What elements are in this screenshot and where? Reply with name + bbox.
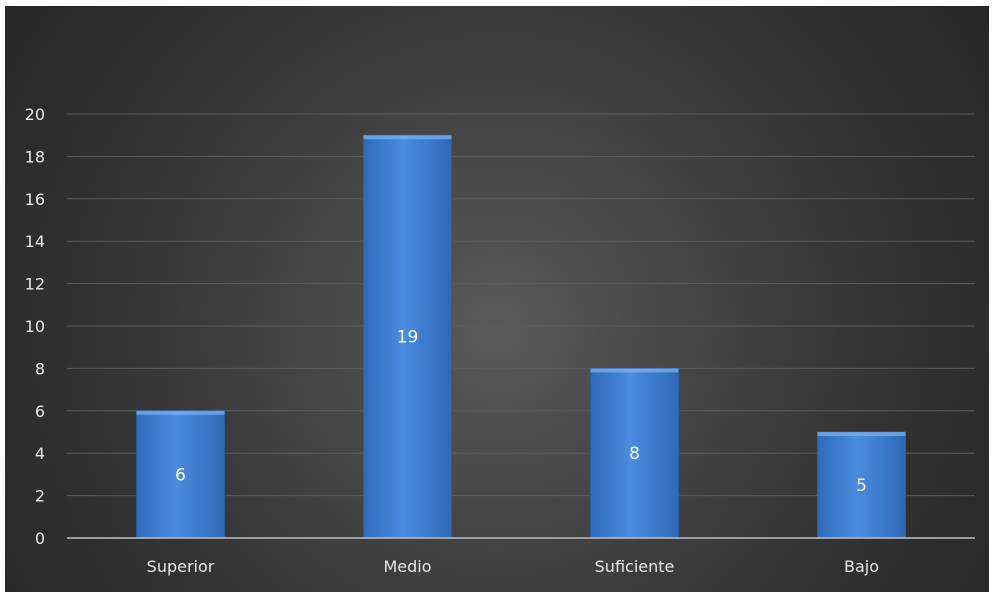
bar-highlight — [136, 410, 225, 415]
data-label: 5 — [856, 476, 867, 496]
data-label: 6 — [175, 465, 186, 485]
data-label: 19 — [397, 328, 419, 348]
chart-area: 0 2 4 6 8 10 12 14 16 18 20 6 19 8 5 Superior Medio Suf… — [5, 6, 989, 592]
x-tick-label: Bajo — [844, 557, 879, 576]
y-tick-label: 4 — [35, 444, 45, 463]
y-tick-label: 0 — [35, 529, 45, 548]
y-tick-label: 10 — [25, 317, 45, 336]
y-tick-label: 20 — [25, 105, 45, 124]
x-tick-label: Superior — [147, 557, 215, 576]
bar-medio — [363, 134, 452, 539]
y-axis-ticks: 0 2 4 6 8 10 12 14 16 18 20 — [25, 105, 45, 548]
x-tick-label: Medio — [383, 557, 431, 576]
bars — [136, 134, 906, 539]
y-tick-label: 16 — [25, 190, 45, 209]
y-tick-label: 6 — [35, 402, 45, 421]
y-tick-label: 12 — [25, 275, 45, 294]
bar-chart: 0 2 4 6 8 10 12 14 16 18 20 6 19 8 5 Superior Medio Suf… — [25, 105, 975, 576]
y-tick-label: 8 — [35, 359, 45, 378]
x-tick-label: Suficiente — [595, 557, 675, 576]
data-labels: 6 19 8 5 — [175, 328, 867, 496]
y-tick-label: 18 — [25, 147, 45, 166]
bar-highlight — [817, 432, 906, 436]
y-tick-label: 14 — [25, 232, 45, 251]
data-label: 8 — [629, 444, 640, 464]
bar-bajo — [817, 431, 906, 539]
y-tick-label: 2 — [35, 487, 45, 506]
bar-highlight — [590, 368, 679, 373]
x-axis-ticks: Superior Medio Suficiente Bajo — [147, 557, 879, 576]
bar-highlight — [363, 135, 452, 140]
